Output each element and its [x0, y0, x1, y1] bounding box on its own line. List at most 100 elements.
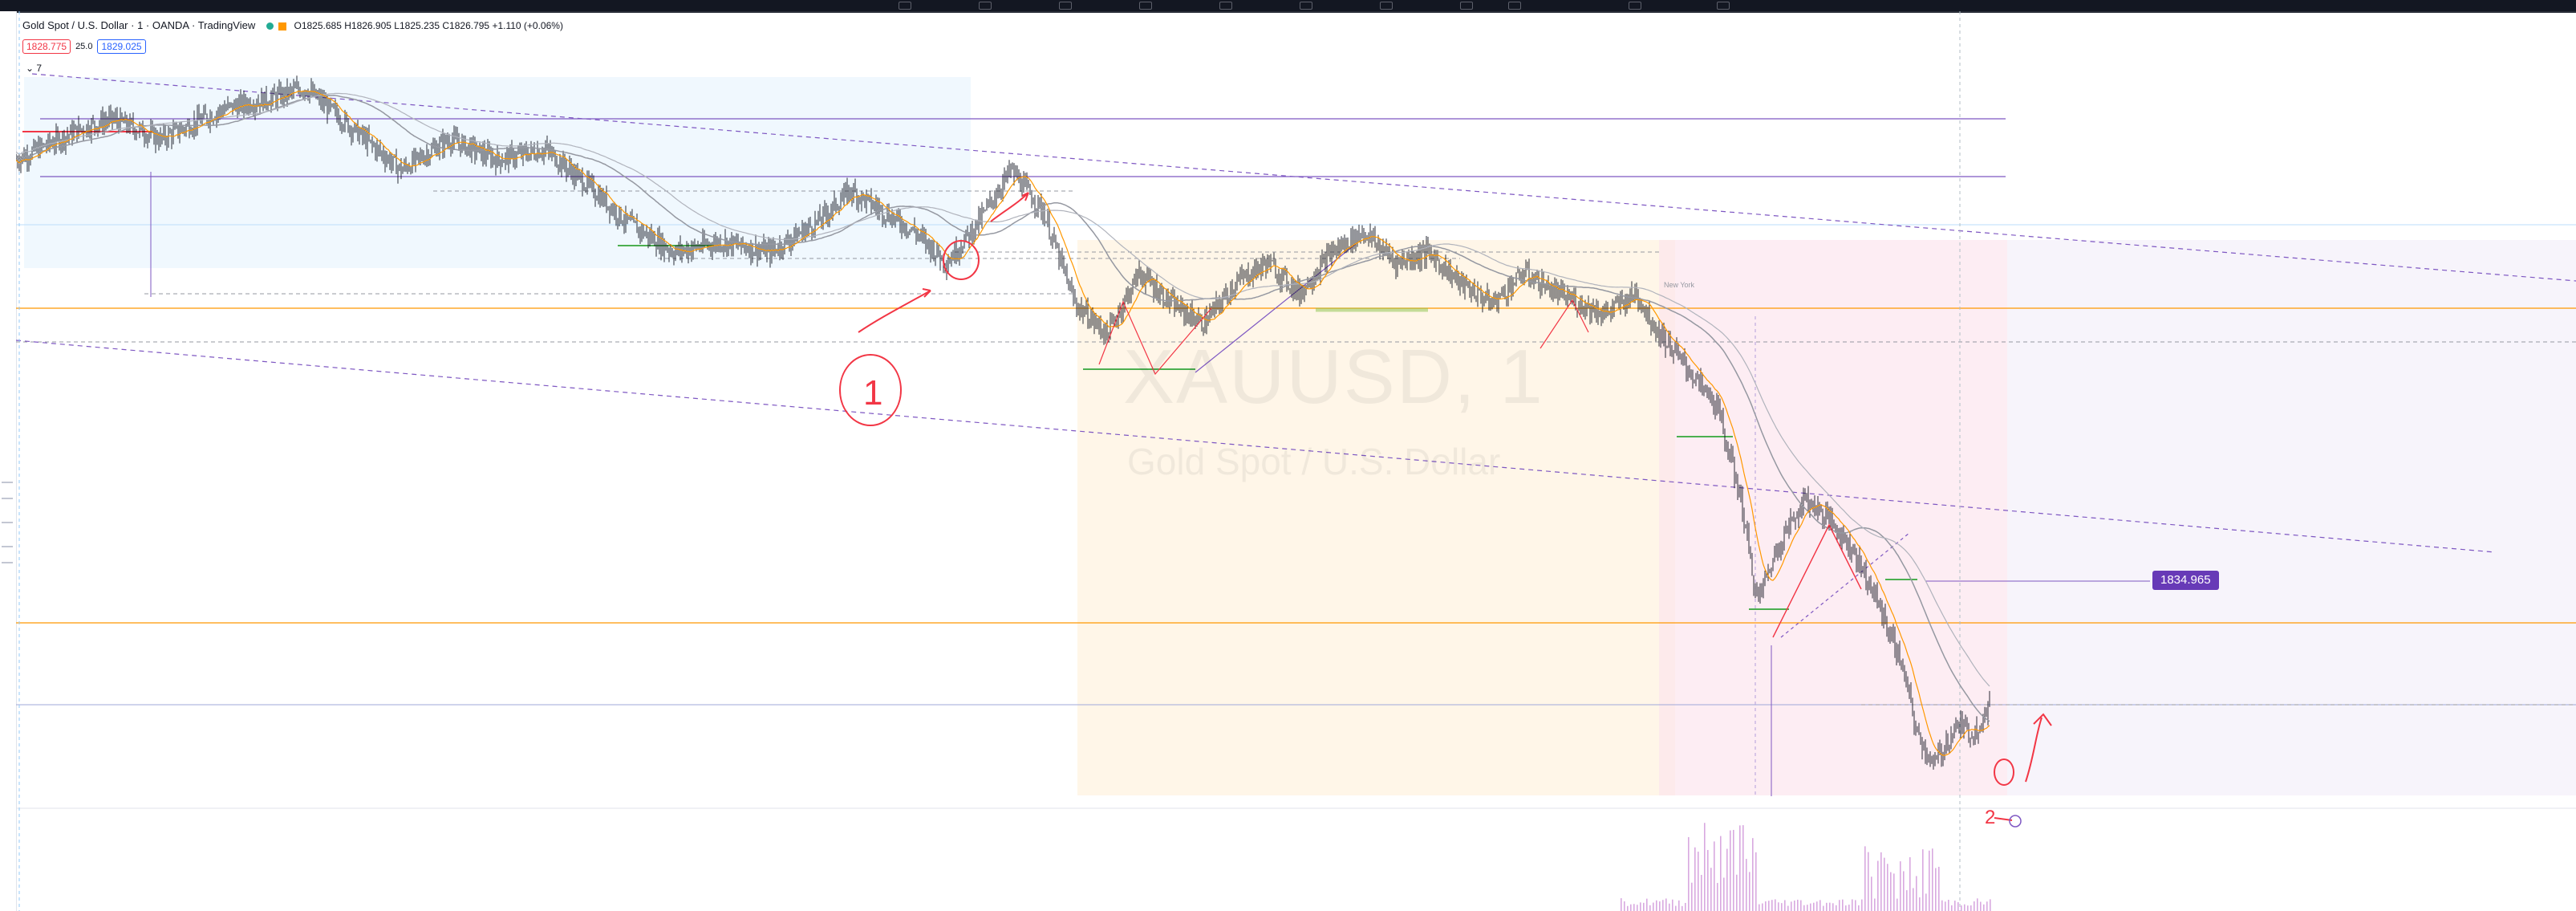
price-alert-badge[interactable]: 1834.965 [2152, 571, 2219, 590]
volume-bar [1704, 823, 1706, 911]
volume-bar [1710, 868, 1712, 911]
toolbar-button-icon[interactable] [1380, 2, 1393, 10]
volume-bar [1633, 904, 1635, 911]
zone-blue-left [24, 77, 971, 268]
toolbar-button-icon[interactable] [979, 2, 992, 10]
toolbar-tool-icon[interactable] [2, 498, 13, 499]
volume-bar [1938, 866, 1940, 911]
indicators-collapse-toggle[interactable]: ⌄ 7 [26, 63, 42, 74]
volume-bar [1794, 900, 1795, 911]
volume-bar [1621, 898, 1622, 911]
toolbar-button-icon[interactable] [1508, 2, 1521, 10]
volume-bar [1688, 836, 1690, 911]
volume-bar [1669, 903, 1670, 911]
volume-bar [1803, 905, 1805, 911]
volume-bar [1659, 901, 1661, 911]
volume-bar [1884, 857, 1885, 911]
volume-bar [1957, 902, 1959, 911]
zigzag-red [1098, 300, 1212, 376]
legend-separator: · [143, 19, 152, 31]
flag-icon[interactable] [278, 22, 286, 31]
volume-bar [1816, 901, 1818, 911]
volume-bar [1916, 876, 1917, 911]
zigzag-lines [1098, 299, 1862, 638]
volume-bar [1897, 898, 1898, 911]
toolbar-button-icon[interactable] [1139, 2, 1152, 10]
annotation-arrow [858, 288, 931, 333]
drawing-toolbar [0, 11, 17, 911]
volume-bar [1855, 900, 1856, 911]
volume-bar [1746, 859, 1747, 911]
volume-bar [1662, 900, 1664, 911]
volume-bar [1990, 899, 1991, 911]
zigzag-red [1540, 299, 1589, 349]
volume-bar [1640, 902, 1641, 911]
volume-bar [1787, 905, 1789, 911]
zone-orange [1077, 240, 1675, 795]
annotation-circle-one [839, 354, 902, 426]
market-open-icon [266, 22, 274, 31]
toolbar-button-icon[interactable] [899, 2, 911, 10]
volume-bar [1637, 905, 1638, 911]
volume-bar [1983, 904, 1985, 911]
volume-bar [1649, 905, 1651, 911]
volume-bar [1929, 850, 1930, 911]
annotation-number-two: 2 [1985, 807, 1995, 828]
volume-bar [1672, 899, 1673, 911]
volume-bar [1964, 904, 1965, 911]
toolbar-tool-icon[interactable] [2, 482, 13, 483]
legend-interval[interactable]: 1 [137, 19, 144, 31]
symbol-description[interactable]: Gold Spot / U.S. Dollar [22, 19, 128, 31]
volume-bar [1932, 848, 1933, 911]
volume-bar [1858, 905, 1860, 911]
moving-average-fast [16, 90, 1990, 756]
annotation-arrow [990, 192, 1029, 222]
trendline-retrace [1780, 532, 1910, 638]
volume-bar [1900, 861, 1901, 911]
volume-bar [1701, 875, 1702, 911]
toolbar-tool-icon[interactable] [2, 522, 13, 523]
top-toolbar [0, 0, 2576, 13]
volume-bar [1906, 890, 1908, 911]
volume-bar [1778, 902, 1779, 911]
volume-bar [1714, 841, 1715, 911]
moving-average-slow-2 [16, 92, 1990, 687]
volume-bar [1852, 899, 1853, 911]
volume-bar [1819, 900, 1821, 911]
moving-average-slow [16, 95, 1990, 722]
volume-bar [1694, 847, 1696, 911]
toolbar-button-icon[interactable] [1460, 2, 1473, 10]
volume-bar [1656, 900, 1657, 911]
toolbar-button-icon[interactable] [1717, 2, 1730, 10]
toolbar-button-icon[interactable] [1219, 2, 1232, 10]
volume-bar [1919, 897, 1921, 911]
toolbar-tool-icon[interactable] [2, 546, 13, 547]
volume-bar [1762, 903, 1763, 911]
volume-bar [1791, 901, 1792, 911]
sell-button[interactable]: 1828.775 [22, 39, 71, 54]
volume-bar [1736, 874, 1738, 911]
annotation-circle [943, 240, 980, 280]
volume-bar [1970, 905, 1972, 911]
legend-platform: TradingView [197, 19, 256, 31]
volume-bar [1685, 902, 1686, 911]
session-label: New York [1664, 281, 1695, 289]
volume-bar [1832, 903, 1834, 911]
volume-bar [1951, 905, 1953, 911]
volume-bar [1986, 901, 1988, 911]
toolbar-button-icon[interactable] [1629, 2, 1641, 10]
volume-bar [1877, 860, 1879, 911]
volume-bar [1864, 846, 1866, 911]
volume-bar [1730, 830, 1731, 911]
volume-bar [1909, 856, 1911, 911]
buy-button[interactable]: 1829.025 [97, 39, 146, 54]
toolbar-button-icon[interactable] [1300, 2, 1312, 10]
volume-bar [1720, 836, 1722, 911]
legend-high: H1826.905 [344, 20, 391, 31]
toolbar-tool-icon[interactable] [2, 562, 13, 563]
volume-bar [1948, 900, 1949, 911]
toolbar-button-icon[interactable] [1059, 2, 1072, 10]
chevron-down-icon: ⌄ [26, 63, 34, 74]
volume-bar [1810, 903, 1811, 911]
price-chart[interactable]: 1 2 [16, 11, 2576, 911]
